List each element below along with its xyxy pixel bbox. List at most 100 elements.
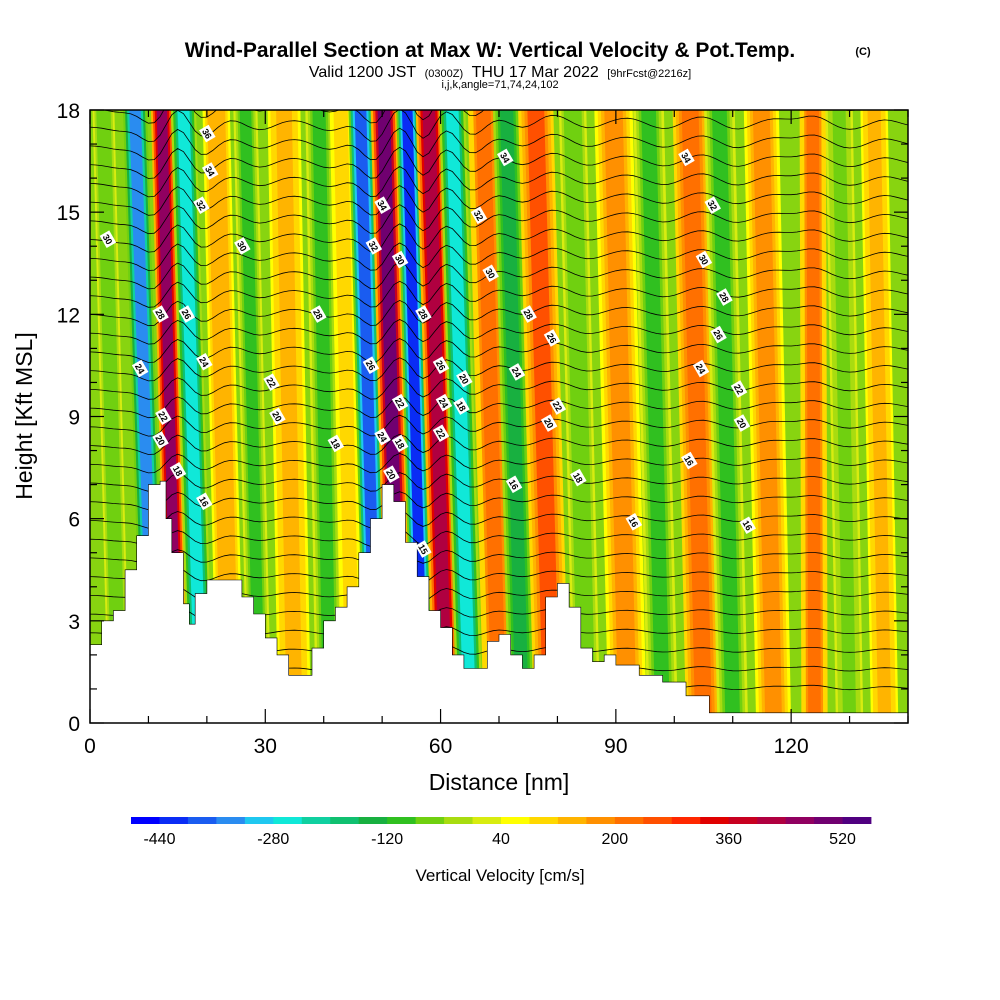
theta-contour-21 — [90, 280, 908, 308]
contour-label-bg — [508, 363, 526, 381]
contour-label-bg — [415, 540, 432, 558]
contour-label-40: 16 — [505, 475, 523, 494]
contour-label-text: 16 — [507, 478, 521, 492]
colorbar-swatch — [330, 817, 360, 824]
contour-label-bg — [234, 237, 251, 255]
contour-label-text: 22 — [551, 399, 565, 413]
contour-label-bg — [391, 250, 409, 269]
velocity-band-8-level-3 — [335, 110, 359, 723]
contour-label-23: 24 — [374, 427, 391, 446]
colorbar-tick-label: 40 — [492, 831, 510, 848]
y-tick-label: 9 — [68, 407, 80, 430]
theta-contour-6 — [90, 567, 908, 584]
theta-contour-11 — [90, 472, 908, 492]
contour-label-49: 22 — [730, 380, 748, 398]
contour-label-bg — [131, 359, 149, 378]
contour-label-bg — [196, 352, 213, 371]
contour-label-bg — [730, 380, 748, 398]
contour-label-bg — [374, 427, 391, 446]
contour-label-9: 22 — [155, 407, 172, 426]
contour-label-31: 15 — [415, 540, 432, 558]
contour-label-43: 34 — [678, 148, 695, 167]
copyright-mark: (C) — [855, 46, 871, 58]
velocity-band-7-level-3 — [312, 110, 337, 723]
contour-label-2: 32 — [193, 196, 210, 214]
contour-label-38: 22 — [549, 397, 567, 415]
theta-contour-7 — [90, 548, 908, 566]
colorbar-swatch — [842, 817, 872, 824]
contour-label-bg — [365, 237, 383, 255]
contour-label-bg — [432, 356, 450, 374]
theta-contour-24 — [90, 223, 908, 253]
x-axis: 0 30 60 90 120 — [84, 110, 909, 758]
contour-label-21: 26 — [362, 356, 380, 374]
velocity-band-25-level-3 — [867, 110, 892, 723]
contour-label-50: 20 — [733, 414, 751, 432]
colorbar-swatch — [301, 817, 331, 824]
theta-contour-12 — [90, 452, 908, 474]
x-tick-label: 0 — [84, 735, 96, 758]
contour-label-text: 22 — [732, 382, 746, 396]
velocity-band-6-level-3 — [276, 110, 303, 723]
contour-label-bg — [453, 397, 470, 415]
contour-label-text: 32 — [194, 199, 208, 213]
contour-label-35: 28 — [520, 305, 537, 323]
contour-label-text: 16 — [627, 515, 641, 529]
contour-label-28: 18 — [453, 397, 470, 415]
contour-label-bg — [678, 148, 695, 167]
contour-label-46: 28 — [716, 288, 733, 306]
contour-label-bg — [570, 468, 587, 487]
contour-label-bg — [391, 393, 409, 412]
theta-contour-22 — [90, 261, 908, 290]
colorbar-swatch — [216, 817, 246, 824]
contour-label-text: 24 — [197, 355, 211, 369]
contour-label-30: 20 — [383, 465, 400, 483]
contour-label-22: 26 — [432, 356, 450, 374]
contour-label-text: 18 — [393, 437, 407, 451]
velocity-band-15-level-3 — [500, 110, 529, 723]
contour-label-10: 20 — [152, 431, 169, 449]
contour-label-16: 28 — [310, 305, 327, 323]
colorbar-swatch — [244, 817, 274, 824]
contour-label-text: 24 — [437, 396, 451, 410]
contour-label-text: 26 — [434, 359, 448, 373]
contour-label-5: 28 — [152, 305, 169, 323]
velocity-band-24-level-3 — [832, 110, 857, 723]
x-tick-label: 30 — [254, 735, 277, 758]
y-tick-label: 0 — [68, 713, 80, 736]
contour-label-13: 22 — [263, 373, 280, 391]
colorbar-swatch — [643, 817, 673, 824]
contour-label-bg — [543, 329, 561, 347]
contour-label-36: 26 — [543, 329, 561, 347]
contour-label-text: 24 — [375, 430, 389, 444]
contour-label-39: 20 — [540, 414, 558, 432]
contour-label-bg — [99, 230, 117, 248]
contour-label-4: 30 — [234, 237, 251, 255]
y-axis-label: Height [Kft MSL] — [11, 332, 37, 499]
velocity-band-13-level-3 — [445, 110, 477, 723]
contour-label-47: 26 — [710, 325, 727, 344]
subtitle-date: THU 17 Mar 2022 — [472, 64, 599, 81]
contour-label-17: 34 — [374, 196, 391, 214]
subtitle-utc: (0300Z) — [425, 68, 464, 80]
colorbar: -440 -280 -120 40 200 360 520 — [131, 817, 872, 848]
theta-contour-14 — [90, 414, 908, 437]
contour-label-bg — [310, 305, 327, 323]
contour-label-7: 24 — [131, 359, 149, 378]
contour-label-bg — [383, 465, 400, 483]
contour-label-bg — [505, 475, 523, 494]
chart-title: Wind-Parallel Section at Max W: Vertical… — [185, 39, 796, 62]
contour-label-41: 18 — [570, 468, 587, 487]
theta-contour-15 — [90, 395, 908, 419]
x-axis-label: Distance [nm] — [429, 769, 570, 795]
contour-label-text: 28 — [311, 307, 325, 321]
contour-label-bg — [196, 492, 213, 511]
colorbar-tick-label: -440 — [143, 831, 175, 848]
theta-contour-8 — [90, 529, 908, 548]
contour-label-text: 26 — [545, 331, 559, 345]
contour-label-bg — [152, 305, 169, 323]
colorbar-swatch — [614, 817, 644, 824]
contour-label-text: 30 — [101, 233, 115, 247]
